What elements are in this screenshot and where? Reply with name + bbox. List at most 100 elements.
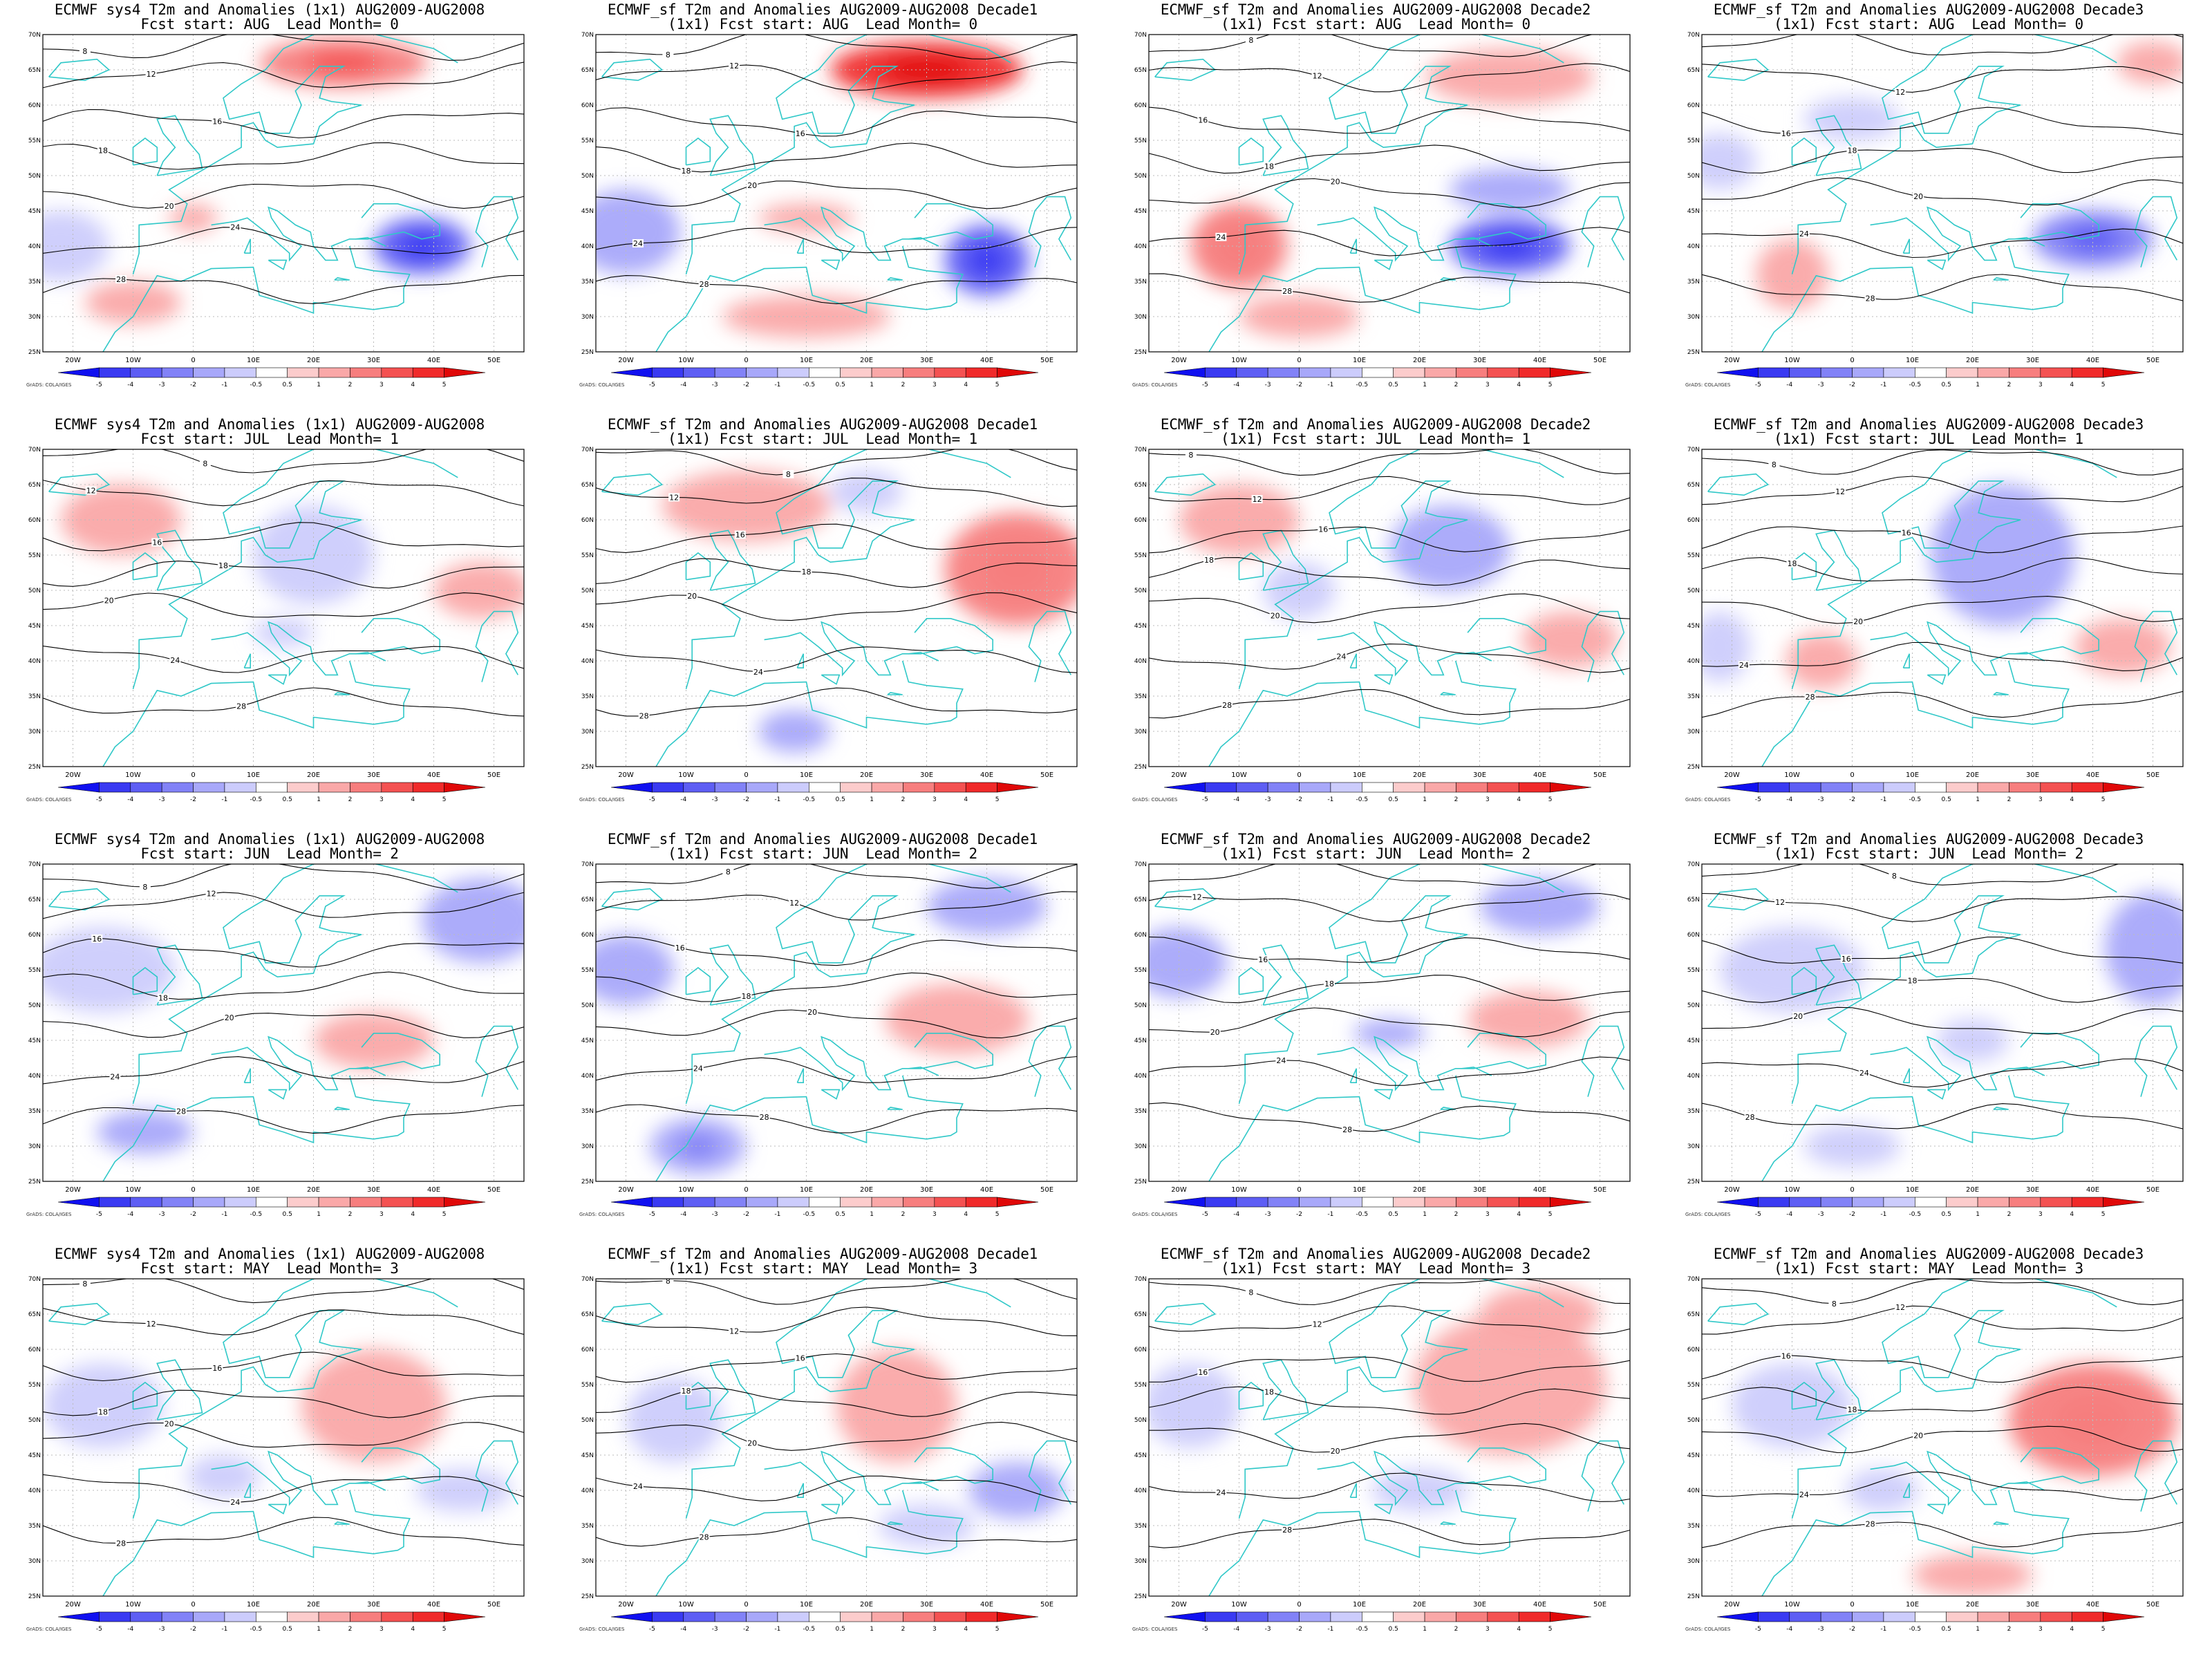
panel-title: ECMWF_sf T2m and Anomalies AUG2009-AUG20…	[1666, 418, 2191, 447]
colorbar-swatch	[1205, 782, 1237, 793]
colorbar-tick-label: -3	[159, 382, 165, 388]
longitude-tick-label: 0	[191, 1186, 195, 1194]
isotherm-contour	[1149, 178, 1630, 208]
isotherm-contour	[1702, 449, 2183, 476]
isotherm-label-bg	[163, 1419, 175, 1428]
isotherm-label-bg	[158, 993, 169, 1002]
anomaly-core	[984, 543, 1049, 595]
isotherm-contour	[596, 1279, 1077, 1305]
colorbar-tick-label: -4	[1786, 796, 1792, 803]
longitude-tick-label: 30E	[920, 357, 933, 364]
anomaly-region	[1702, 611, 1750, 682]
colorbar-swatch	[1977, 1197, 2009, 1208]
colorbar-swatch	[652, 367, 684, 378]
colorbar-tick-label: -1	[1880, 382, 1886, 388]
colorbar-tick-label: 4	[1517, 1626, 1521, 1633]
coastline	[1902, 653, 1910, 668]
latitude-tick-label: 25N	[1687, 1179, 1700, 1185]
isotherm-label-bg	[205, 889, 217, 898]
colorbar-svg: -5 -4 -3 -2 -1 -0.5 0.5 1 2 3 4 5 GrADS: COLA/IGES	[26, 1197, 486, 1218]
colorbar-tick-label: -4	[680, 382, 686, 388]
colorbar-swatch	[1487, 1197, 1519, 1208]
colorbar-tick-label: -3	[1818, 1626, 1824, 1633]
panel-title-line: ECMWF_sf T2m and Anomalies AUG2009-AUG20…	[1160, 1, 1591, 18]
coastline	[1993, 692, 2009, 695]
isotherm-label: 18	[1848, 1405, 1857, 1414]
longitude-tick-label: 30E	[920, 1601, 933, 1609]
latitude-tick-label: 60N	[1687, 517, 1700, 524]
colorbar-swatch	[1716, 782, 1759, 793]
colorbar-swatch	[1393, 367, 1425, 378]
longitude-tick-label: 50E	[487, 771, 500, 779]
colorbar-swatch	[1456, 367, 1488, 378]
coastline	[601, 58, 664, 82]
colorbar-swatch	[350, 782, 382, 793]
colorbar-swatch	[777, 782, 809, 793]
longitude-tick-label: 20E	[860, 771, 873, 779]
isotherm-contour	[1149, 1356, 1630, 1382]
colorbar-tick-label: 3	[379, 1211, 384, 1218]
isotherm-contour	[596, 1475, 1077, 1503]
anomaly-map-svg: 8 12 16 18 20 24 28 20W 10W 0 10E 20E 30E 40E 50E 70N 65…	[1134, 1276, 1631, 1609]
anomaly-region	[61, 485, 182, 555]
colorbar-swatch	[1267, 1197, 1300, 1208]
colorbar-swatch	[683, 782, 715, 793]
coastline	[887, 692, 903, 695]
colorbar-swatch	[1236, 1197, 1268, 1208]
panel-subtitle-line: (1x1) Fcst start: JUL Lead Month= 1	[1221, 431, 1530, 447]
colorbar-swatch	[350, 1197, 382, 1208]
isotherm-label: 28	[1222, 701, 1232, 710]
isotherm-label: 18	[1204, 556, 1214, 565]
coastline	[132, 449, 458, 690]
isotherm-contour	[1149, 936, 1630, 963]
coastline	[1791, 1381, 1817, 1410]
colorbar-swatch	[1977, 782, 2009, 793]
isotherm-contour	[1702, 1279, 2183, 1306]
coastline	[1238, 864, 1564, 1105]
latitude-tick-label: 30N	[28, 1143, 41, 1150]
coastline	[1238, 35, 1564, 275]
panel-subtitle-line: (1x1) Fcst start: JUL Lead Month= 1	[1774, 431, 2083, 447]
anomaly-region	[884, 984, 1029, 1055]
colorbar-tick-label: -1	[774, 796, 780, 803]
colorbar-tick-label: 4	[411, 382, 415, 388]
longitude-tick-label: 30E	[1473, 771, 1486, 779]
forecast-panel: ECMWF sys4 T2m and Anomalies (1x1) AUG20…	[7, 415, 532, 823]
coastline	[1902, 1483, 1910, 1498]
longitude-tick-label: 30E	[1473, 1186, 1486, 1194]
coastline	[1349, 1068, 1357, 1083]
longitude-tick-label: 20E	[1413, 1186, 1426, 1194]
isotherm-label-bg	[1780, 129, 1792, 138]
isotherm-label-bg	[1197, 1367, 1209, 1376]
latitude-tick-label: 45N	[581, 208, 594, 215]
longitude-tick-label: 10E	[800, 1186, 813, 1194]
latitude-tick-label: 25N	[28, 1593, 41, 1600]
longitude-tick-label: 40E	[2086, 771, 2099, 779]
isotherm-label-bg	[1864, 294, 1876, 303]
isotherm-label: 16	[152, 538, 162, 547]
panel-title-line: ECMWF_sf T2m and Anomalies AUG2009-AUG20…	[607, 831, 1038, 847]
colorbar-swatch	[130, 367, 162, 378]
longitude-tick-label: 0	[744, 1186, 748, 1194]
longitude-tick-label: 20E	[860, 1186, 873, 1194]
colorbar-swatch	[1393, 1611, 1425, 1622]
latitude-tick-label: 70N	[581, 1276, 594, 1283]
panel-title: ECMWF sys4 T2m and Anomalies (1x1) AUG20…	[7, 832, 532, 861]
coastline	[211, 618, 440, 677]
isotherm-label-bg	[1257, 955, 1269, 964]
longitude-tick-label: 40E	[980, 1186, 993, 1194]
colorbar-swatch	[1820, 1611, 1853, 1622]
coastline	[709, 1359, 756, 1421]
anomaly-map: 812161820242820W10W010E20E30E40E50E70N65…	[1132, 861, 1633, 1195]
colorbar-swatch	[840, 1611, 872, 1622]
longitude-tick-label: 40E	[980, 771, 993, 779]
longitude-tick-label: 10W	[125, 771, 141, 779]
coastline	[908, 236, 939, 247]
colorbar-tick-label: 4	[411, 1211, 415, 1218]
latitude-tick-label: 30N	[1687, 729, 1700, 735]
latitude-tick-label: 65N	[581, 67, 594, 74]
coastline	[796, 1068, 804, 1083]
longitude-tick-label: 20W	[1724, 771, 1740, 779]
